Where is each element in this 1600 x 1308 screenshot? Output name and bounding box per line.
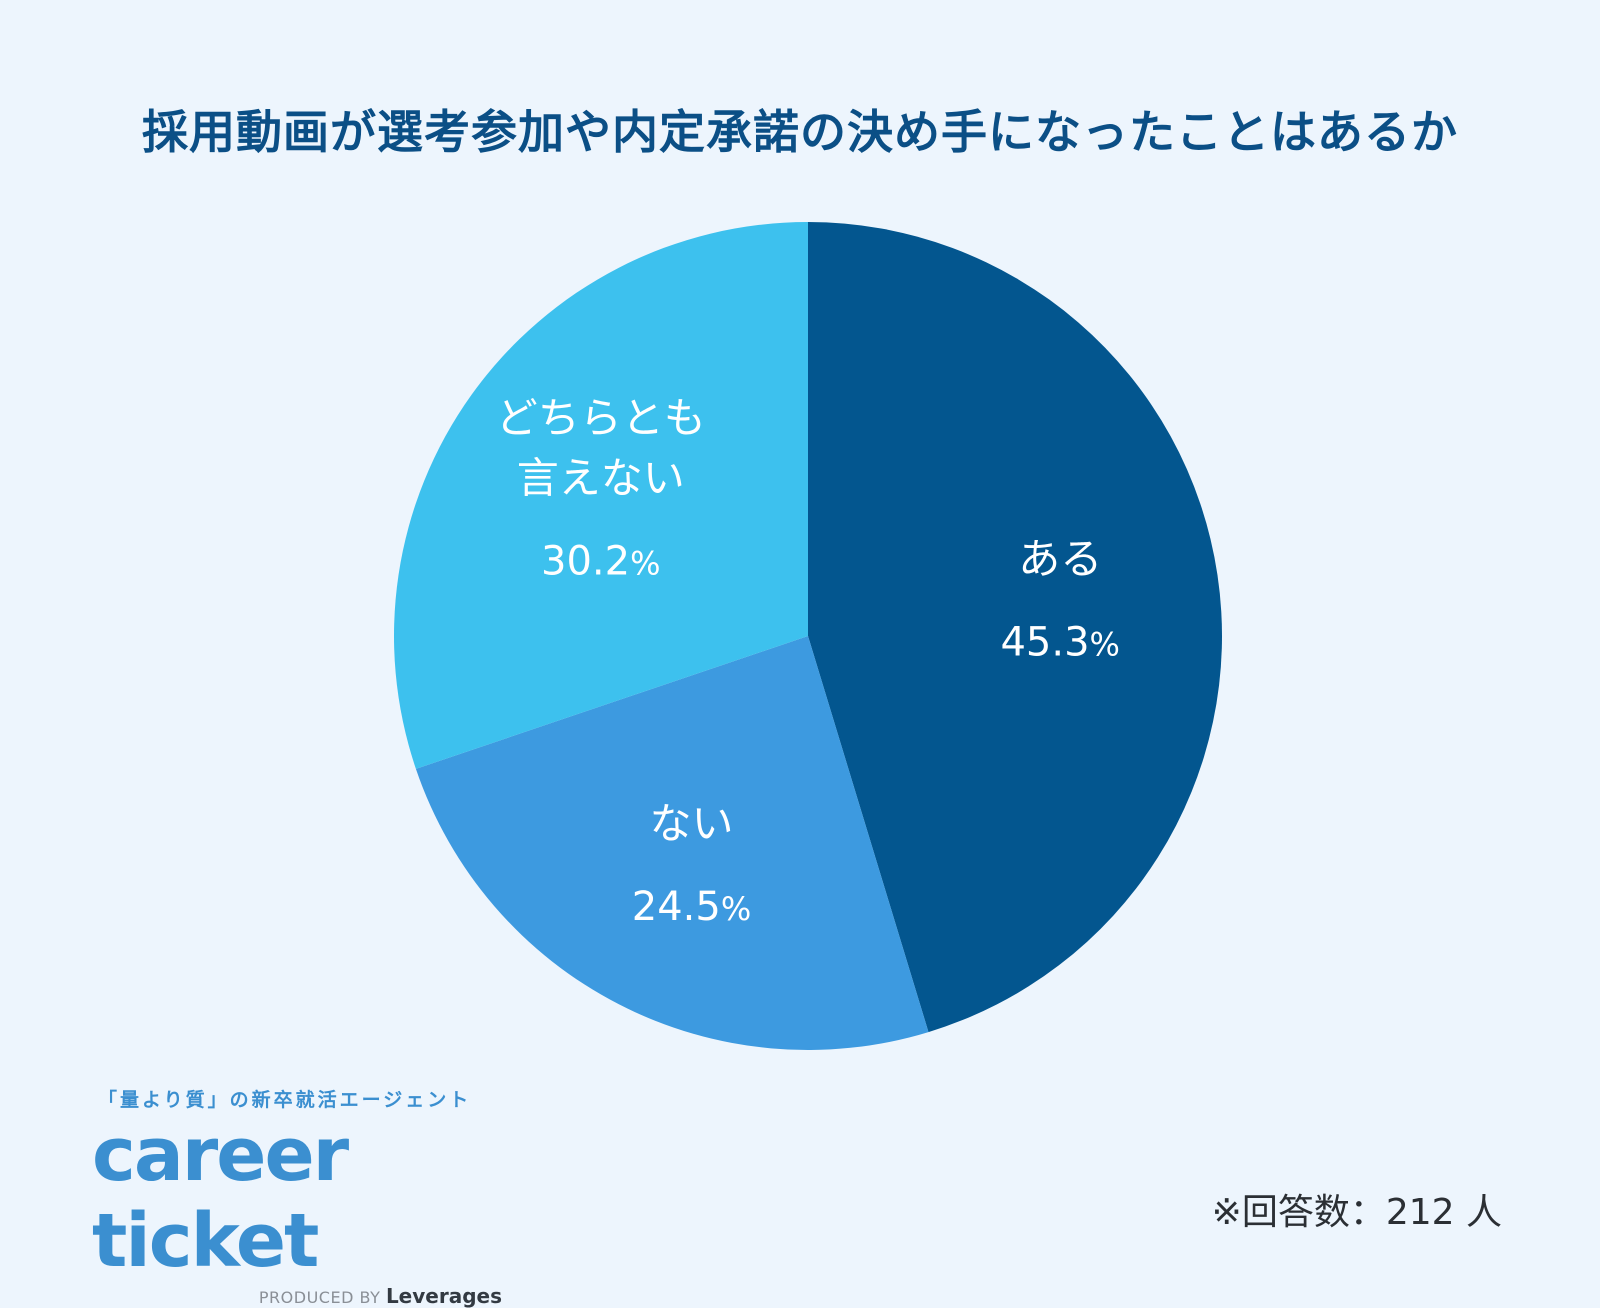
slice-value-nai: 24.5% xyxy=(632,884,751,930)
slice-label-dochiratomo: どちらとも xyxy=(496,393,706,442)
chart-title: 採用動画が選考参加や内定承諾の決め手になったことはあるか xyxy=(142,105,1458,159)
logo-tagline: 「量より質」の新卒就活エージェント xyxy=(98,1089,472,1111)
slice-label-nai: ない xyxy=(650,799,734,848)
slice-value-dochiratomo: 30.2% xyxy=(541,538,660,584)
brand-name: Leverages xyxy=(385,1284,502,1308)
pie-slice-dochiratomo xyxy=(394,222,808,769)
pie-slice-nai xyxy=(415,636,929,1050)
slice-label-aru: ある xyxy=(1018,534,1102,583)
produced-by: PRODUCED BY Leverages xyxy=(92,1284,502,1308)
response-count-note: ※回答数：212 人 xyxy=(1211,1192,1502,1233)
logo-wordmark: career ticket xyxy=(92,1112,349,1284)
pie-slice-aru xyxy=(808,222,1222,1033)
career-ticket-logo: 「量より質」の新卒就活エージェント career ticket PRODUCED… xyxy=(92,1085,502,1308)
slice-value-aru: 45.3% xyxy=(1000,619,1119,665)
slice-label-dochiratomo: 言えない xyxy=(517,453,685,502)
